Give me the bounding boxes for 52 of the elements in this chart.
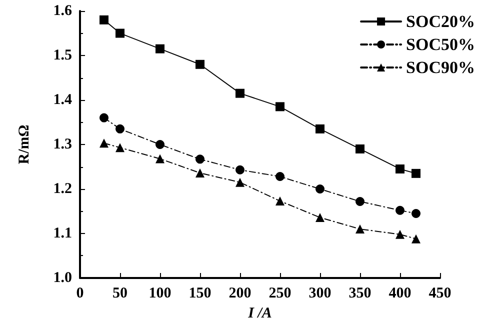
x-tick-label: 250: [268, 286, 292, 302]
x-tick-label: 50: [112, 286, 128, 302]
point: [156, 154, 164, 164]
x-tick-label: 350: [348, 286, 372, 302]
legend-label: SOC50%: [406, 35, 476, 54]
point: [276, 172, 284, 182]
point: [116, 28, 124, 38]
point: [196, 60, 204, 69]
point: [100, 138, 108, 148]
y-tick-label: 1.3: [53, 136, 72, 152]
point: [356, 144, 364, 154]
y-tick-label: 1.0: [53, 270, 72, 286]
point: [276, 102, 284, 112]
y-tick-label: 1.2: [53, 181, 72, 197]
y-tick-label: 1.4: [53, 92, 72, 108]
x-tick-label: 100: [148, 286, 172, 302]
x-tick-label: 200: [228, 286, 252, 302]
point: [196, 168, 204, 178]
x-tick-label: 150: [188, 286, 212, 302]
legend-label: SOC90%: [406, 58, 476, 77]
point: [316, 212, 324, 222]
y-tick-label: 1.6: [53, 3, 72, 19]
y-tick-label: 1.5: [53, 48, 72, 64]
point: [412, 208, 420, 218]
x-tick-label: 450: [428, 286, 452, 302]
point: [156, 140, 164, 149]
point: [100, 113, 108, 122]
point: [396, 230, 404, 239]
point: [236, 178, 244, 187]
point: [276, 196, 284, 206]
point: [412, 234, 420, 244]
point: [156, 44, 164, 54]
point: [236, 165, 244, 174]
point: [412, 168, 420, 178]
legend-label: SOC20%: [406, 12, 476, 31]
y-axis-title: R/mΩ: [16, 124, 32, 164]
point: [356, 196, 364, 206]
x-tick-label: 300: [308, 286, 332, 302]
x-axis-title: I /A: [247, 306, 272, 322]
point: [396, 164, 404, 174]
x-tick-label: 0: [76, 286, 84, 302]
x-tick-label: 400: [388, 286, 412, 302]
point: [116, 124, 124, 134]
point: [100, 15, 108, 24]
y-tick-label: 1.1: [53, 226, 72, 242]
point: [396, 206, 404, 215]
point: [316, 184, 324, 194]
point: [356, 224, 364, 234]
point: [116, 143, 124, 152]
point: [316, 124, 324, 134]
point: [236, 88, 244, 98]
point: [196, 154, 204, 164]
